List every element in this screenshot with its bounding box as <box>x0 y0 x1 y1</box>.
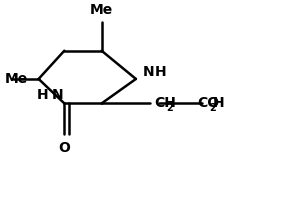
Text: N: N <box>51 88 63 102</box>
Text: O: O <box>58 141 70 155</box>
Text: 2: 2 <box>166 103 173 113</box>
Text: Me: Me <box>4 72 27 86</box>
Text: 2: 2 <box>209 103 216 113</box>
Text: H: H <box>37 88 49 102</box>
Text: CO: CO <box>197 97 220 110</box>
Text: N: N <box>143 65 155 79</box>
Text: H: H <box>213 97 225 110</box>
Text: Me: Me <box>90 3 113 17</box>
Text: H: H <box>155 65 166 79</box>
Text: CH: CH <box>155 97 176 110</box>
